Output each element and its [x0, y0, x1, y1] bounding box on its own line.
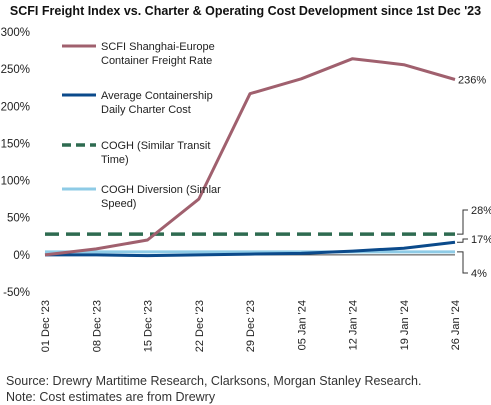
legend: SCFI Shanghai-Europe Container Freight Ra… — [62, 41, 221, 210]
end-label-leader — [457, 251, 468, 274]
source-line: Source: Drewry Martitime Research, Clark… — [6, 374, 422, 388]
legend-label: Daily Charter Cost — [101, 104, 191, 116]
note-line: Note: Cost estimates are from Drewry — [6, 390, 216, 404]
y-tick-label: 0% — [13, 250, 30, 262]
x-axis: 01 Dec '23 08 Dec '23 15 Dec '23 22 Dec '23… — [40, 300, 462, 352]
end-label-leader — [457, 209, 468, 235]
y-tick-label: 250% — [1, 64, 30, 76]
x-tick-label: 29 Dec '23 — [245, 300, 257, 352]
legend-label: SCFI Shanghai-Europe — [101, 41, 215, 53]
legend-label: Speed) — [101, 198, 136, 210]
plot-series — [44, 57, 456, 258]
end-label: 28% — [471, 205, 491, 217]
x-tick-label: 01 Dec '23 — [40, 300, 52, 352]
x-tick-label: 19 Jan '24 — [399, 300, 411, 350]
x-tick-label: 26 Jan '24 — [450, 300, 462, 350]
end-label-leader — [457, 238, 468, 243]
y-axis: -50% 0% 50% 100% 150% 200% 250% 300% — [1, 27, 455, 299]
line-chart: -50% 0% 50% 100% 150% 200% 250% 300% 01 Dec '23… — [1, 27, 491, 352]
end-label: 4% — [471, 268, 487, 280]
x-tick-label: 08 Dec '23 — [91, 300, 103, 352]
series-line — [45, 240, 456, 258]
y-tick-label: -50% — [3, 287, 30, 299]
y-tick-label: 100% — [1, 176, 30, 188]
end-label: 236% — [458, 75, 486, 87]
series-line — [44, 57, 456, 257]
y-tick-label: 150% — [1, 138, 30, 150]
chart-title: SCFI Freight Index vs. Charter & Operati… — [9, 4, 482, 18]
y-tick-label: 200% — [1, 101, 30, 113]
x-tick-label: 05 Jan '24 — [296, 300, 308, 350]
legend-label: COGH Diversion (Simlar — [101, 184, 221, 196]
x-tick-label: 22 Dec '23 — [194, 300, 206, 352]
legend-label: COGH (Similar Transit — [101, 140, 210, 152]
end-labels: 236% 28% 17% 4% — [457, 75, 491, 280]
end-label: 17% — [471, 234, 491, 246]
legend-label: Average Containership — [101, 90, 213, 102]
y-tick-label: 50% — [7, 213, 30, 225]
y-tick-label: 300% — [1, 27, 30, 39]
source-note: Source: Drewry Martitime Research, Clark… — [6, 373, 421, 405]
x-tick-label: 12 Jan '24 — [348, 300, 360, 350]
x-tick-label: 15 Dec '23 — [143, 300, 155, 352]
legend-label: Time) — [101, 154, 129, 166]
legend-label: Container Freight Rate — [101, 55, 212, 67]
